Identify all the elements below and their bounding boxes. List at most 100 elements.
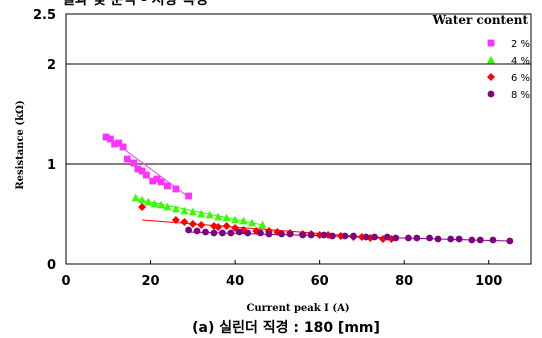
data-point (362, 233, 370, 241)
data-point (134, 165, 142, 173)
legend-label-series-2: 4 % (511, 56, 530, 67)
data-point (248, 218, 256, 227)
data-point (150, 199, 159, 208)
gridlines (66, 63, 531, 165)
data-point (111, 140, 119, 148)
data-point (222, 222, 231, 230)
data-point (222, 213, 231, 222)
data-point (231, 215, 240, 224)
data-point (119, 143, 127, 151)
data-point (455, 235, 463, 243)
data-point (299, 231, 307, 239)
data-point (188, 207, 197, 216)
x-axis: 0 20 40 60 80 100 (61, 260, 502, 289)
legend: Water content 2 % 4 % 6 % 8 % (432, 13, 530, 101)
data-point (320, 231, 328, 239)
x-tick-label: 20 (141, 274, 159, 289)
data-point (468, 236, 476, 244)
data-point (138, 167, 146, 175)
data-point (193, 227, 201, 235)
data-point (138, 195, 147, 204)
plot-frame (65, 13, 532, 265)
data-point (278, 230, 285, 238)
data-point (506, 237, 514, 245)
data-point (202, 228, 209, 236)
legend-label-series-3: 6 % (511, 73, 530, 84)
legend-label-series-1: 2 % (511, 39, 530, 50)
data-point (434, 235, 442, 243)
data-point (244, 229, 252, 237)
data-points (102, 133, 514, 245)
legend-label-series-4: 8 % (511, 90, 530, 101)
data-point (171, 204, 180, 213)
data-point (197, 221, 206, 229)
legend-marker-series-4 (487, 90, 495, 98)
data-point (205, 210, 214, 219)
data-point (188, 220, 197, 228)
data-point (214, 212, 223, 221)
series-4-points (185, 226, 514, 245)
data-point (258, 220, 267, 229)
data-point (219, 229, 226, 237)
data-point (130, 159, 138, 167)
data-point (163, 202, 172, 211)
x-axis-title: Current peak I (A) (246, 303, 349, 314)
data-point (153, 175, 161, 183)
data-point (164, 182, 171, 190)
y-tick-label: 2.5 (33, 8, 56, 23)
data-point (180, 218, 189, 226)
data-point (157, 178, 165, 186)
x-tick-label: 60 (311, 274, 329, 289)
y-tick-label: 1 (47, 158, 56, 173)
data-point (115, 139, 123, 147)
data-point (371, 233, 378, 241)
x-tick-label: 100 (475, 274, 502, 289)
legend-marker-series-2 (487, 55, 495, 64)
data-point (239, 216, 248, 225)
data-point (476, 236, 484, 244)
series-2-points (131, 193, 267, 229)
data-point (328, 232, 336, 240)
data-point (185, 226, 192, 234)
data-point (123, 155, 131, 163)
data-point (383, 233, 391, 241)
data-point (235, 228, 243, 236)
data-point (142, 171, 150, 179)
y-axis-title: Resistance (kΩ) (15, 100, 26, 189)
data-point (214, 223, 223, 231)
fit-line-series-2 (135, 198, 263, 226)
legend-marker-series-1 (487, 39, 495, 47)
series-1-points (102, 133, 192, 200)
data-point (489, 236, 497, 244)
data-point (341, 232, 349, 240)
legend-marker-series-3 (487, 73, 495, 81)
data-point (106, 135, 114, 143)
data-point (392, 234, 400, 242)
y-tick-label: 0 (47, 258, 56, 273)
data-point (102, 133, 110, 141)
data-point (144, 197, 153, 206)
data-point (131, 193, 140, 202)
y-tick-label: 2 (47, 58, 56, 73)
x-tick-label: 80 (395, 274, 413, 289)
data-point (286, 230, 294, 238)
header-fragment: 결과 및 분석 - 저항 특성 (62, 0, 208, 8)
data-point (197, 209, 206, 218)
data-point (172, 185, 180, 193)
data-point (447, 235, 455, 243)
data-point (210, 229, 218, 237)
data-point (405, 234, 412, 242)
figure-caption: (a) 실린더 직경 : 180 [mm] (192, 319, 380, 336)
y-axis: 0 1 2 2.5 (33, 8, 70, 273)
data-point (138, 203, 147, 211)
data-point (185, 192, 192, 200)
data-point (149, 177, 157, 185)
data-point (180, 206, 189, 215)
data-point (265, 230, 273, 238)
data-point (350, 232, 357, 240)
data-point (426, 234, 433, 242)
legend-title: Water content (432, 13, 529, 27)
data-point (307, 231, 315, 239)
data-point (227, 229, 235, 237)
